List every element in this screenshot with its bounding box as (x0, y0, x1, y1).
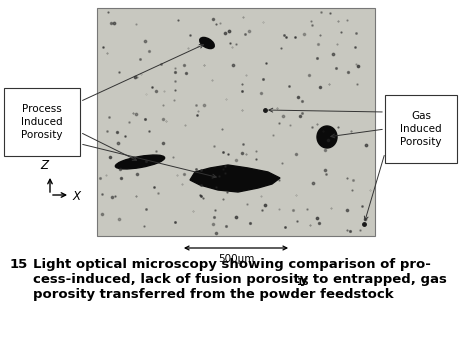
FancyBboxPatch shape (384, 95, 456, 163)
Text: 15: 15 (10, 258, 28, 271)
Ellipse shape (199, 37, 214, 49)
Text: Light optical microscopy showing comparison of pro-: Light optical microscopy showing compari… (33, 258, 430, 271)
FancyBboxPatch shape (4, 88, 80, 156)
Text: Z: Z (40, 159, 48, 172)
Polygon shape (189, 165, 279, 192)
Text: Gas
Induced
Porosity: Gas Induced Porosity (399, 111, 441, 147)
Text: 500μm: 500μm (218, 254, 254, 264)
Ellipse shape (317, 126, 336, 148)
Text: 16: 16 (296, 278, 308, 287)
Text: X: X (73, 190, 81, 203)
Ellipse shape (115, 155, 164, 169)
Text: cess-induced, lack of fusion porosity to entrapped, gas: cess-induced, lack of fusion porosity to… (33, 273, 446, 286)
Bar (97, 8, 374, 236)
Text: Process
Induced
Porosity: Process Induced Porosity (21, 104, 63, 140)
Text: porosity transferred from the powder feedstock: porosity transferred from the powder fee… (33, 288, 393, 301)
